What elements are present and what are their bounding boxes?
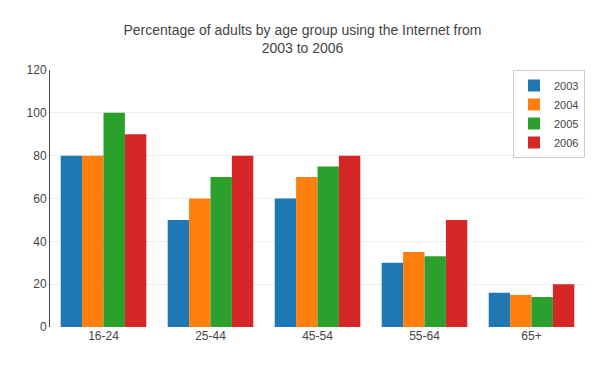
- svg-text:2005: 2005: [554, 118, 578, 130]
- svg-text:100: 100: [27, 106, 47, 120]
- svg-text:0: 0: [40, 320, 47, 334]
- svg-text:65+: 65+: [521, 329, 541, 343]
- svg-text:80: 80: [33, 149, 47, 163]
- svg-text:55-64: 55-64: [409, 329, 440, 343]
- svg-text:16-24: 16-24: [88, 329, 119, 343]
- svg-text:20: 20: [33, 277, 47, 291]
- svg-text:40: 40: [33, 235, 47, 249]
- svg-text:Percentage of adults by age gr: Percentage of adults by age group using …: [123, 22, 481, 56]
- svg-text:45-54: 45-54: [302, 329, 333, 343]
- svg-text:2004: 2004: [554, 99, 578, 111]
- svg-text:2006: 2006: [554, 137, 578, 149]
- svg-text:120: 120: [27, 63, 47, 77]
- svg-text:60: 60: [33, 192, 47, 206]
- svg-text:25-44: 25-44: [195, 329, 226, 343]
- svg-text:2003: 2003: [554, 80, 578, 92]
